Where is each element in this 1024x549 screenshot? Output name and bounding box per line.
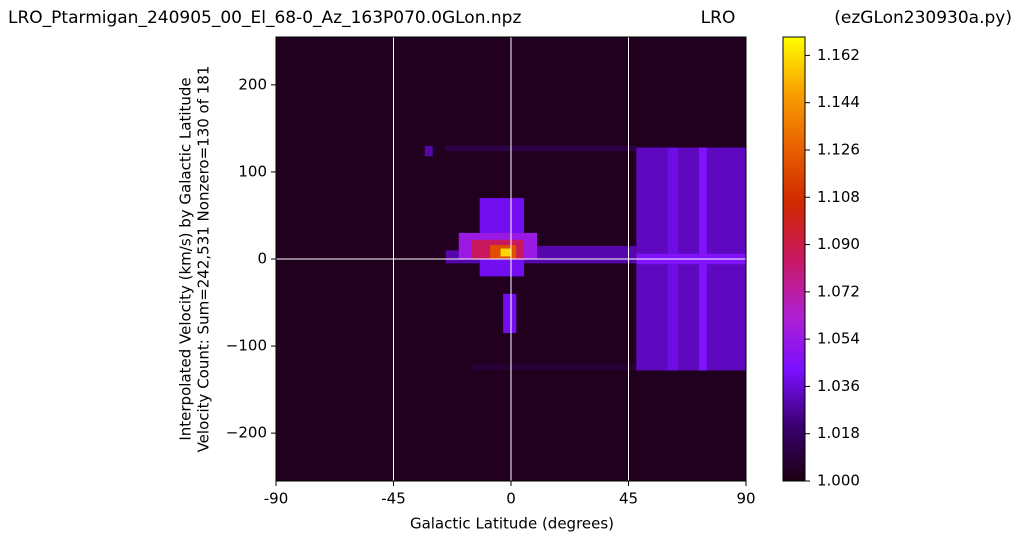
x-tick-label: 0 xyxy=(506,490,516,508)
colorbar-tick-label: 1.018 xyxy=(817,424,860,442)
y-axis-label: Interpolated Velocity (km/s) by Galactic… xyxy=(177,77,195,440)
colorbar-tick-label: 1.090 xyxy=(817,235,860,253)
y-tick-label: 0 xyxy=(257,250,267,268)
y-axis-label: Velocity Count: Sum=242,531 Nonzero=130 … xyxy=(195,66,213,453)
colorbar-tick-label: 1.072 xyxy=(817,282,860,300)
chart-subtitle: LRO xyxy=(701,8,736,28)
colorbar-tick-label: 1.126 xyxy=(817,140,860,158)
chart-source: (ezGLon230930a.py) xyxy=(834,8,1012,28)
colorbar-tick-label: 1.108 xyxy=(817,188,860,206)
chart-title: LRO_Ptarmigan_240905_00_El_68-0_Az_163P0… xyxy=(8,8,521,28)
x-tick-label: -90 xyxy=(264,490,289,508)
heatmap-cell xyxy=(424,145,433,157)
colorbar xyxy=(782,36,806,482)
heatmap-cell xyxy=(500,248,511,257)
y-tick-label: −100 xyxy=(226,337,267,355)
x-tick-label: -45 xyxy=(381,490,406,508)
colorbar-tick-label: 1.036 xyxy=(817,377,860,395)
y-tick-label: −200 xyxy=(226,424,267,442)
heatmap-cell xyxy=(445,145,637,152)
x-axis-label: Galactic Latitude (degrees) xyxy=(410,515,614,533)
heatmap-cell xyxy=(503,293,517,333)
colorbar-tick-label: 1.000 xyxy=(817,472,860,490)
colorbar-tick-label: 1.054 xyxy=(817,330,860,348)
x-tick-label: 90 xyxy=(736,490,755,508)
y-tick-label: 100 xyxy=(238,162,267,180)
colorbar-tick-label: 1.144 xyxy=(817,93,860,111)
colorbar-tick-label: 1.162 xyxy=(817,46,860,64)
x-tick-label: 45 xyxy=(619,490,638,508)
y-tick-label: 200 xyxy=(238,75,267,93)
heatmap-cell xyxy=(471,363,637,371)
heatmap-cell xyxy=(524,245,637,264)
